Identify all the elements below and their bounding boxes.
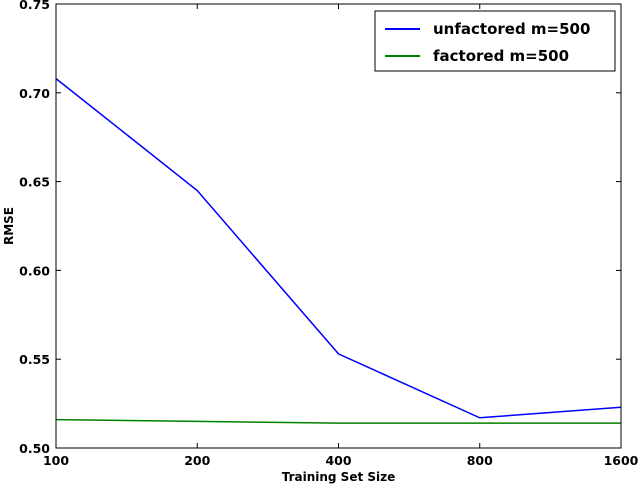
y-tick-label: 0.75 xyxy=(19,0,50,12)
legend-label: factored m=500 xyxy=(433,47,569,65)
y-tick-label: 0.65 xyxy=(19,175,50,190)
y-axis-label: RMSE xyxy=(2,207,16,245)
series-line-1 xyxy=(55,418,621,424)
y-tick-label: 0.50 xyxy=(19,441,50,456)
series-layer xyxy=(55,78,622,424)
x-tick-label: 800 xyxy=(467,453,493,468)
series-line-0 xyxy=(55,78,622,419)
legend-label: unfactored m=500 xyxy=(433,20,590,38)
x-axis-label: Training Set Size xyxy=(282,470,396,484)
x-tick-label: 100 xyxy=(43,453,69,468)
y-tick-label: 0.70 xyxy=(19,86,50,101)
ticks-layer: 100 200 400 800 1600 0.50 0.55 0.60 0.65 0.70 0.75 xyxy=(19,0,639,468)
legend-box xyxy=(374,10,616,72)
x-tick-label: 400 xyxy=(325,453,351,468)
y-tick-label: 0.55 xyxy=(19,352,50,367)
y-tick-label: 0.60 xyxy=(19,263,50,278)
x-tick-label: 1600 xyxy=(604,453,639,468)
legend: unfactored m=500 factored m=500 xyxy=(374,10,616,72)
x-tick-label: 200 xyxy=(184,453,210,468)
